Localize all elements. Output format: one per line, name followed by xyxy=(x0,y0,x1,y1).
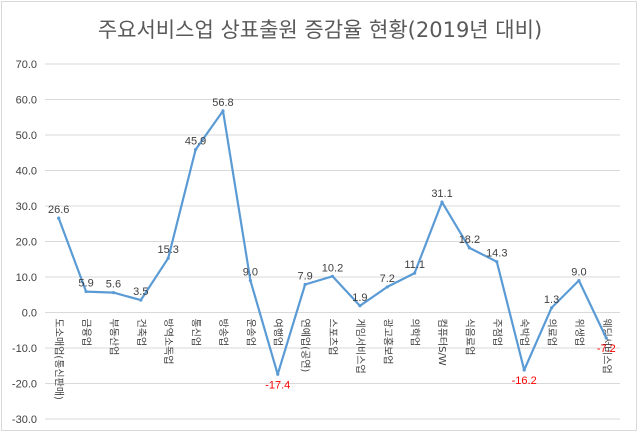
y-tick-label: -30.0 xyxy=(12,414,37,426)
x-category-label: 도소매업(통신판매) xyxy=(53,319,66,401)
chart-title: 주요서비스업 상표출원 증감율 현황(2019년 대비) xyxy=(97,18,543,42)
data-label: 26.6 xyxy=(48,204,69,216)
x-category-label: 여행업 xyxy=(272,319,285,347)
x-category-label: 스포츠업 xyxy=(327,319,340,356)
data-point xyxy=(221,109,225,113)
data-point xyxy=(193,147,198,152)
data-label: 18.2 xyxy=(459,234,480,246)
data-point xyxy=(139,298,143,302)
x-category-label: 의료업 xyxy=(546,319,559,347)
data-label: 7.9 xyxy=(297,270,312,282)
x-category-label: 위생업 xyxy=(573,319,586,347)
data-label: 5.6 xyxy=(106,279,121,291)
data-label: 10.2 xyxy=(322,262,343,274)
x-category-label: 운송업 xyxy=(244,319,257,347)
data-label: 1.3 xyxy=(544,294,559,306)
y-tick-label: 0.0 xyxy=(22,308,37,320)
y-tick-label: 70.0 xyxy=(16,59,37,71)
x-category-label: 게임서비스업 xyxy=(354,319,367,374)
data-label: 11.1 xyxy=(404,259,425,271)
data-label: 14.3 xyxy=(486,248,507,260)
x-category-label: 주점업 xyxy=(491,319,504,347)
data-label: 31.1 xyxy=(431,188,452,200)
data-label: -17.4 xyxy=(265,379,290,391)
data-label: 9.0 xyxy=(571,267,586,279)
y-axis-ticks: 70.0 60.0 50.0 40.0 30.0 20.0 10.0 0.0 -10.0 -20.… xyxy=(12,59,37,426)
y-tick-label: 60.0 xyxy=(16,95,37,107)
y-tick-label: 20.0 xyxy=(16,237,37,249)
data-point xyxy=(276,372,280,376)
x-axis-categories: 도소매업(통신판매) 금융업 부동산업 건축업 방역소독업 통신업 방송업 운송업 여행업 연예업… xyxy=(53,319,614,401)
data-point xyxy=(358,304,362,308)
x-category-label: 금융업 xyxy=(80,319,93,347)
data-label: 3.5 xyxy=(133,286,148,298)
x-category-label: 방역소독업 xyxy=(162,319,175,365)
y-tick-label: 30.0 xyxy=(16,201,37,213)
y-tick-label: 40.0 xyxy=(16,166,37,178)
data-label: 56.8 xyxy=(212,97,233,109)
data-point xyxy=(330,274,335,278)
data-label: 1.9 xyxy=(352,292,367,304)
data-label: -16.2 xyxy=(512,375,537,387)
data-point xyxy=(440,200,444,204)
data-labels: 26.6 5.9 5.6 3.5 15.3 45.9 56.8 9.0 -17.4 7.9 10.2… xyxy=(48,97,616,391)
x-category-label: 통신업 xyxy=(190,319,203,347)
data-point xyxy=(84,289,88,294)
x-category-label: 광고홍보업 xyxy=(381,319,394,365)
y-tick-label: 50.0 xyxy=(16,130,37,142)
y-tick-label: -20.0 xyxy=(12,379,37,391)
data-point xyxy=(111,291,116,295)
data-point xyxy=(549,306,554,310)
x-category-label: 의학업 xyxy=(409,319,422,347)
data-point xyxy=(57,216,61,220)
data-point xyxy=(385,285,389,289)
data-label: 7.2 xyxy=(380,273,395,285)
data-label: 9.0 xyxy=(243,267,258,279)
x-category-label: 연예업(공연) xyxy=(299,319,312,373)
x-category-label: 식음료업 xyxy=(463,319,476,356)
gridlines xyxy=(45,63,620,420)
data-point xyxy=(248,278,252,283)
data-label: 5.9 xyxy=(78,278,93,290)
data-point xyxy=(467,246,472,250)
data-point xyxy=(495,260,499,264)
series-line xyxy=(57,109,608,376)
data-point xyxy=(413,271,417,275)
data-point xyxy=(166,256,170,260)
x-category-label: 방송업 xyxy=(217,319,230,347)
x-category-label: 건축업 xyxy=(135,319,148,347)
data-point xyxy=(522,368,526,372)
x-category-label: 부동산업 xyxy=(107,319,120,356)
data-point xyxy=(604,336,608,340)
y-tick-label: 10.0 xyxy=(16,272,37,284)
data-point xyxy=(577,278,581,283)
data-label: 45.9 xyxy=(185,136,206,148)
data-point xyxy=(303,282,307,287)
x-category-label: 컴퓨터S/W xyxy=(436,319,448,366)
data-label: -7.2 xyxy=(597,343,616,355)
y-tick-label: -10.0 xyxy=(12,343,37,355)
data-label: 15.3 xyxy=(158,244,179,256)
x-category-label: 숙박업 xyxy=(518,319,531,347)
